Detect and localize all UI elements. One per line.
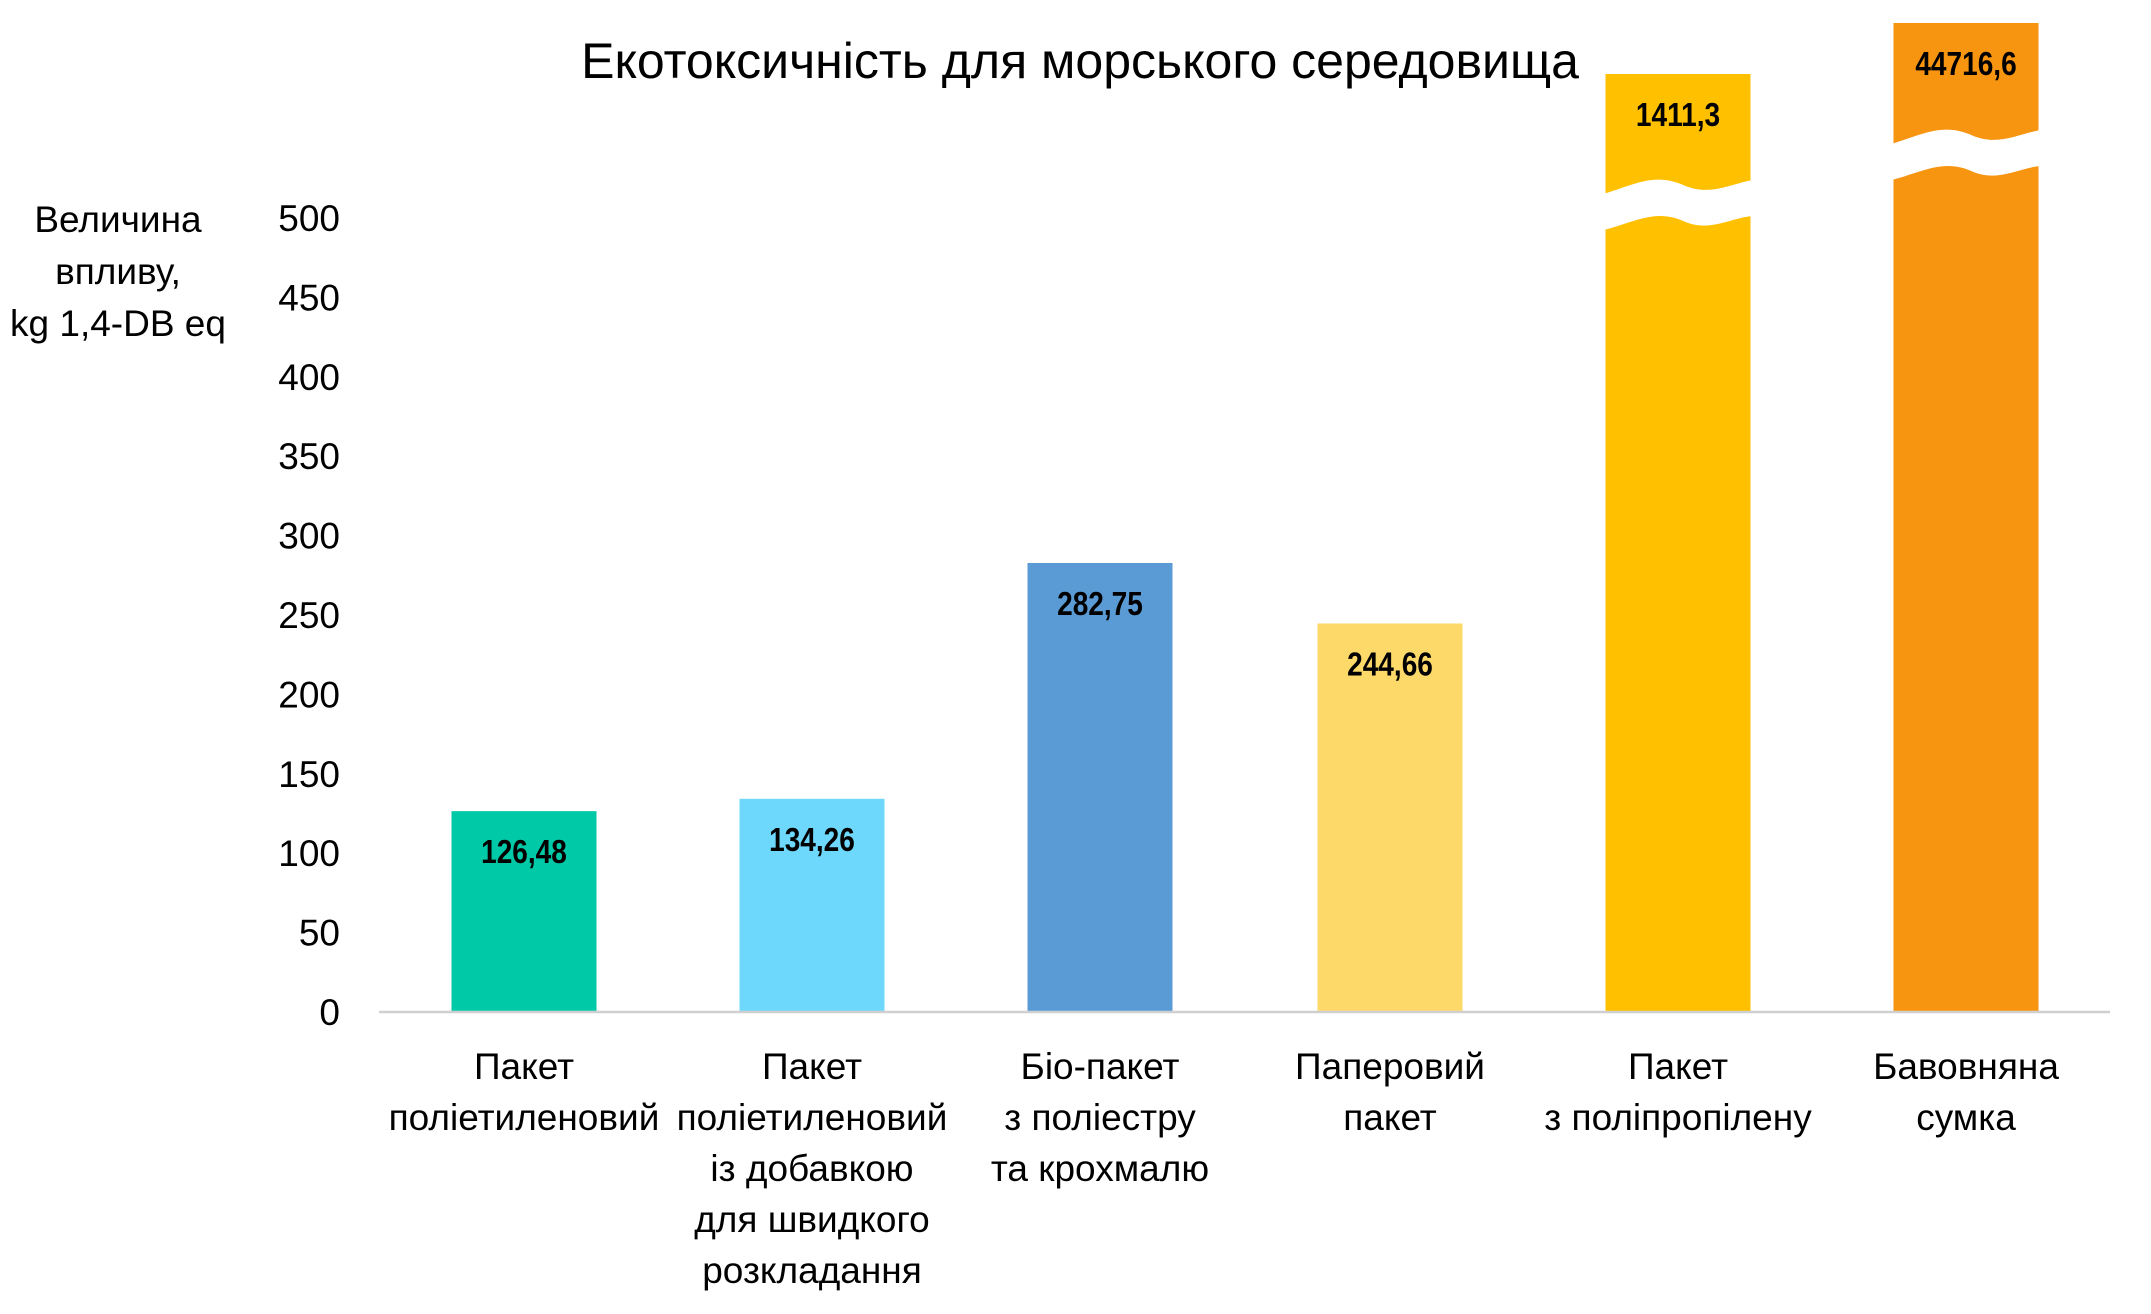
bar (1605, 74, 1751, 1012)
x-axis-labels: Пакет поліетиленовий Пакет поліетиленовий із… (389, 1046, 2060, 1291)
y-axis-ticks: 0 50 100 150 200 250 300 350 400 450 500 (278, 198, 340, 1033)
x-tick-label-line: та крохмалю (991, 1148, 1209, 1189)
x-tick-label-line: Пакет (1628, 1046, 1728, 1087)
x-tick-label: Бавовняна сумка (1873, 1046, 2059, 1138)
chart-title: Екотоксичність для морського середовища (581, 33, 1579, 89)
data-label: 282,75 (1057, 586, 1143, 623)
y-tick-label: 50 (299, 913, 340, 954)
data-label: 244,66 (1347, 646, 1433, 683)
x-tick-label-line: Пакет (762, 1046, 862, 1087)
x-tick-label-line: Біо-пакет (1021, 1046, 1180, 1087)
x-tick-label-line: пакет (1343, 1097, 1437, 1138)
y-tick-label: 400 (278, 357, 340, 398)
y-tick-label: 100 (278, 833, 340, 874)
data-label: 44716,6 (1915, 46, 2016, 83)
bar (1317, 623, 1463, 1012)
x-tick-label-line: Бавовняна (1873, 1046, 2059, 1087)
x-tick-label-line: поліетиленовий (389, 1097, 660, 1138)
bar (739, 798, 885, 1012)
bar (1027, 562, 1173, 1012)
x-tick-label-line: із добавкою (710, 1148, 913, 1189)
bars: 126,48 134,26 282,75 244,66 1411,3 44716,6 (451, 23, 2041, 1012)
data-label: 1411,3 (1636, 97, 1720, 134)
y-axis-label-line: Величина (34, 199, 202, 240)
x-tick-label-line: з поліпропілену (1544, 1097, 1812, 1138)
y-tick-label: 450 (278, 277, 340, 318)
y-axis-label: Величина впливу, kg 1,4-DB eq (10, 199, 226, 344)
axis-break-mark (1603, 179, 1753, 230)
y-tick-label: 250 (278, 595, 340, 636)
y-tick-label: 200 (278, 674, 340, 715)
y-tick-label: 500 (278, 198, 340, 239)
y-tick-label: 0 (319, 992, 340, 1033)
x-tick-label-line: розкладання (702, 1250, 922, 1291)
x-tick-label-line: Паперовий (1295, 1046, 1485, 1087)
axis-break-mark (1891, 129, 2041, 180)
x-tick-label-line: для швидкого (694, 1199, 930, 1240)
x-tick-label-line: поліетиленовий (677, 1097, 948, 1138)
data-label: 134,26 (769, 822, 855, 859)
x-tick-label: Паперовий пакет (1295, 1046, 1485, 1138)
x-tick-label-line: з поліестру (1004, 1097, 1196, 1138)
x-tick-label: Пакет поліетиленовий (389, 1046, 660, 1138)
y-tick-label: 150 (278, 754, 340, 795)
x-tick-label: Пакет з поліпропілену (1544, 1046, 1812, 1138)
data-label: 126,48 (481, 834, 567, 871)
y-axis-label-line: kg 1,4-DB eq (10, 303, 226, 344)
x-tick-label: Біо-пакет з поліестру та крохмалю (991, 1046, 1209, 1189)
y-tick-label: 350 (278, 436, 340, 477)
bar (451, 811, 597, 1012)
bar (1893, 23, 2039, 1012)
x-tick-label-line: сумка (1916, 1097, 2016, 1138)
y-axis-label-line: впливу, (55, 251, 181, 292)
x-tick-label-line: Пакет (474, 1046, 574, 1087)
x-tick-label: Пакет поліетиленовий із добавкою для швидко… (677, 1046, 948, 1291)
y-tick-label: 300 (278, 516, 340, 557)
